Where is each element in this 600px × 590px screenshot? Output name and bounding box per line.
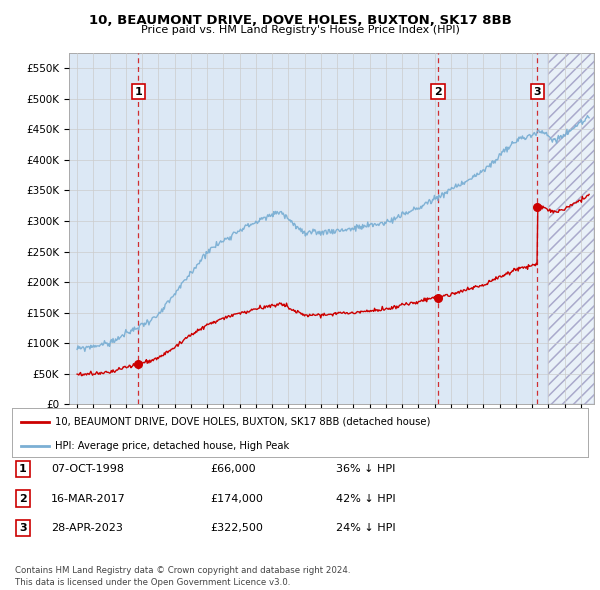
Text: 10, BEAUMONT DRIVE, DOVE HOLES, BUXTON, SK17 8BB (detached house): 10, BEAUMONT DRIVE, DOVE HOLES, BUXTON, …	[55, 417, 431, 427]
Text: 1: 1	[19, 464, 26, 474]
Text: 07-OCT-1998: 07-OCT-1998	[51, 464, 124, 474]
Text: 28-APR-2023: 28-APR-2023	[51, 523, 123, 533]
Text: 24% ↓ HPI: 24% ↓ HPI	[336, 523, 395, 533]
Text: Contains HM Land Registry data © Crown copyright and database right 2024.
This d: Contains HM Land Registry data © Crown c…	[15, 566, 350, 587]
Text: 10, BEAUMONT DRIVE, DOVE HOLES, BUXTON, SK17 8BB: 10, BEAUMONT DRIVE, DOVE HOLES, BUXTON, …	[89, 14, 511, 27]
Text: 3: 3	[19, 523, 26, 533]
Text: Price paid vs. HM Land Registry's House Price Index (HPI): Price paid vs. HM Land Registry's House …	[140, 25, 460, 35]
Text: 42% ↓ HPI: 42% ↓ HPI	[336, 494, 395, 503]
Bar	[548, 53, 594, 404]
Bar	[548, 53, 594, 404]
Text: 1: 1	[134, 87, 142, 97]
Text: £322,500: £322,500	[210, 523, 263, 533]
Text: 2: 2	[19, 494, 26, 503]
Text: 2: 2	[434, 87, 442, 97]
Text: 36% ↓ HPI: 36% ↓ HPI	[336, 464, 395, 474]
Text: HPI: Average price, detached house, High Peak: HPI: Average price, detached house, High…	[55, 441, 289, 451]
Text: 3: 3	[533, 87, 541, 97]
Text: 16-MAR-2017: 16-MAR-2017	[51, 494, 126, 503]
Text: £66,000: £66,000	[210, 464, 256, 474]
Text: £174,000: £174,000	[210, 494, 263, 503]
